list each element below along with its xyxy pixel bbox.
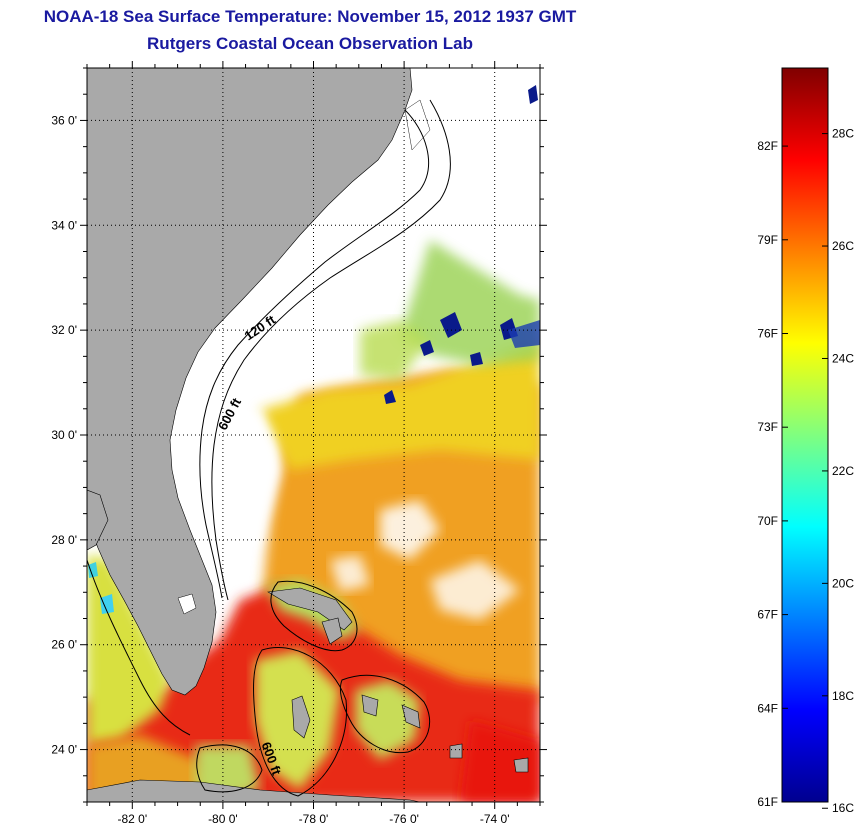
- sst-yellow-front: [260, 340, 540, 470]
- island-cat: [401, 704, 421, 729]
- contour-600ft: [211, 99, 451, 601]
- cloud-gap-2: [430, 560, 520, 620]
- contour-bahama-bank-east: [339, 674, 431, 754]
- contour-keys: [196, 744, 263, 793]
- colorbar-labels: 82F 79F 76F 73F 70F 67F 64F 61F 28C 26C 24C 22C 20C 1…: [757, 127, 854, 816]
- colorbar-f-label: 73F: [757, 420, 778, 434]
- map-frame: [86, 67, 541, 803]
- land-southeast-us-and-florida: [87, 68, 413, 696]
- lat-tick-label: 24 0': [51, 743, 77, 757]
- lat-tick-label: 34 0': [51, 218, 77, 232]
- cold-speckle: [440, 312, 462, 338]
- sst-data-layer: 120 ft 600 ft 600 ft: [87, 68, 540, 802]
- cloud-gap-3: [330, 555, 370, 592]
- colorbar-c-label: 26C: [832, 239, 854, 253]
- cool-speckle: [100, 594, 114, 614]
- cold-speckle: [528, 85, 538, 104]
- colorbar-c-label: 16C: [832, 801, 854, 815]
- sst-red-southeast: [460, 720, 540, 802]
- colorbar-f-label: 64F: [757, 701, 778, 715]
- lake-okeechobee: [177, 593, 197, 615]
- island-southern-bahamas: [449, 743, 463, 759]
- colorbar-f-label: 61F: [757, 795, 778, 809]
- title-line-2: Rutgers Coastal Ocean Observation Lab: [147, 34, 473, 53]
- colorbar-c-label: 20C: [832, 576, 854, 590]
- contour-great-bahama-bank: [253, 646, 348, 797]
- cold-speckle: [470, 352, 483, 366]
- colorbar-f-label: 79F: [757, 233, 778, 247]
- lon-tick-label: -76 0': [389, 812, 419, 826]
- cold-speckle: [508, 320, 540, 348]
- axis-tick-labels: -82 0' -80 0' -78 0' -76 0' -74 0' 24 0' 26 0'…: [51, 113, 509, 826]
- cloud-gap-shelf: [175, 410, 280, 580]
- colorbar-c-label: 28C: [832, 127, 854, 141]
- land-cuba: [87, 779, 421, 802]
- axis-ticks: [80, 61, 547, 809]
- colorbar-ticks: [782, 133, 828, 809]
- colorbar-c-label: 18C: [832, 689, 854, 703]
- colorbar: [781, 67, 829, 803]
- lon-tick-label: -74 0': [480, 812, 510, 826]
- colorbar-c-label: 24C: [832, 351, 854, 365]
- contour-120ft: [199, 109, 429, 599]
- island-andros: [291, 695, 311, 739]
- colorbar-f-label: 70F: [757, 514, 778, 528]
- lat-tick-label: 28 0': [51, 533, 77, 547]
- title-line-1: NOAA-18 Sea Surface Temperature: Novembe…: [43, 7, 577, 26]
- lat-tick-label: 30 0': [51, 428, 77, 442]
- contour-west-florida: [87, 559, 191, 736]
- lat-tick-label: 36 0': [51, 113, 77, 127]
- cold-speckle: [384, 390, 396, 404]
- sst-cool-patch-2: [360, 320, 430, 380]
- contour-bahama-bank-north: [270, 580, 358, 652]
- lon-tick-label: -82 0': [117, 812, 147, 826]
- cool-speckle: [88, 562, 98, 578]
- lon-tick-label: -80 0': [208, 812, 238, 826]
- island-abaco: [321, 617, 343, 645]
- colorbar-c-label: 22C: [832, 464, 854, 478]
- colorbar-f-label: 76F: [757, 326, 778, 340]
- lon-tick-label: -78 0': [299, 812, 329, 826]
- lat-tick-label: 32 0': [51, 323, 77, 337]
- lat-tick-label: 26 0': [51, 638, 77, 652]
- cloud-gap-1: [380, 500, 440, 560]
- land-florida-gulf-coast: [87, 489, 109, 551]
- island-southern-bahamas: [513, 757, 529, 773]
- island-eleuthera: [361, 694, 379, 717]
- colorbar-f-label: 67F: [757, 608, 778, 622]
- cold-speckle: [420, 340, 434, 356]
- colorbar-f-label: 82F: [757, 139, 778, 153]
